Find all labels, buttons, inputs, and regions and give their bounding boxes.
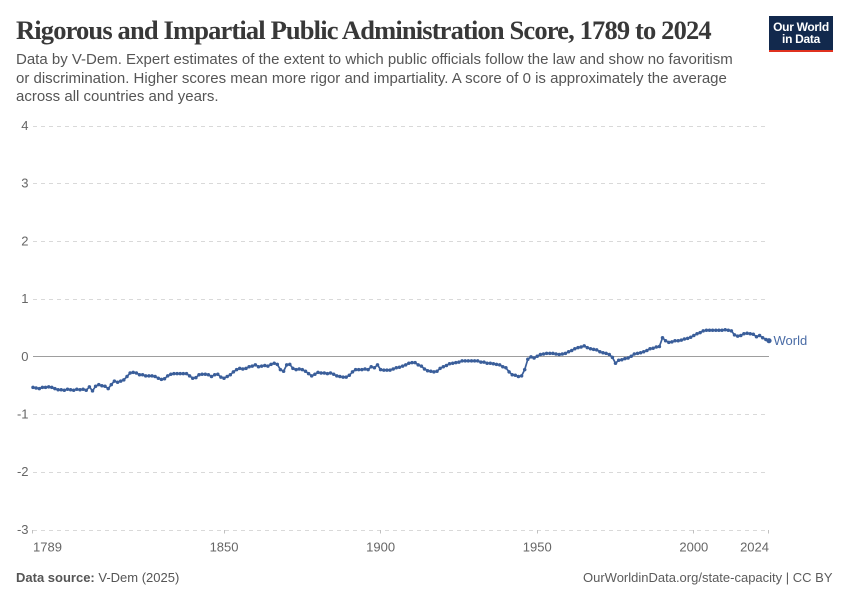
svg-text:1950: 1950 — [523, 540, 552, 555]
svg-text:-1: -1 — [17, 406, 29, 421]
svg-text:2: 2 — [21, 233, 28, 248]
svg-text:-2: -2 — [17, 464, 29, 479]
svg-text:-3: -3 — [17, 522, 29, 537]
svg-text:2000: 2000 — [679, 540, 708, 555]
svg-text:2024: 2024 — [740, 540, 769, 555]
svg-text:4: 4 — [21, 118, 28, 133]
svg-text:1850: 1850 — [210, 540, 239, 555]
svg-text:1789: 1789 — [33, 540, 62, 555]
svg-text:World: World — [774, 333, 808, 348]
svg-text:1: 1 — [21, 291, 28, 306]
svg-text:0: 0 — [21, 349, 28, 364]
svg-text:1900: 1900 — [366, 540, 395, 555]
svg-text:3: 3 — [21, 176, 28, 191]
